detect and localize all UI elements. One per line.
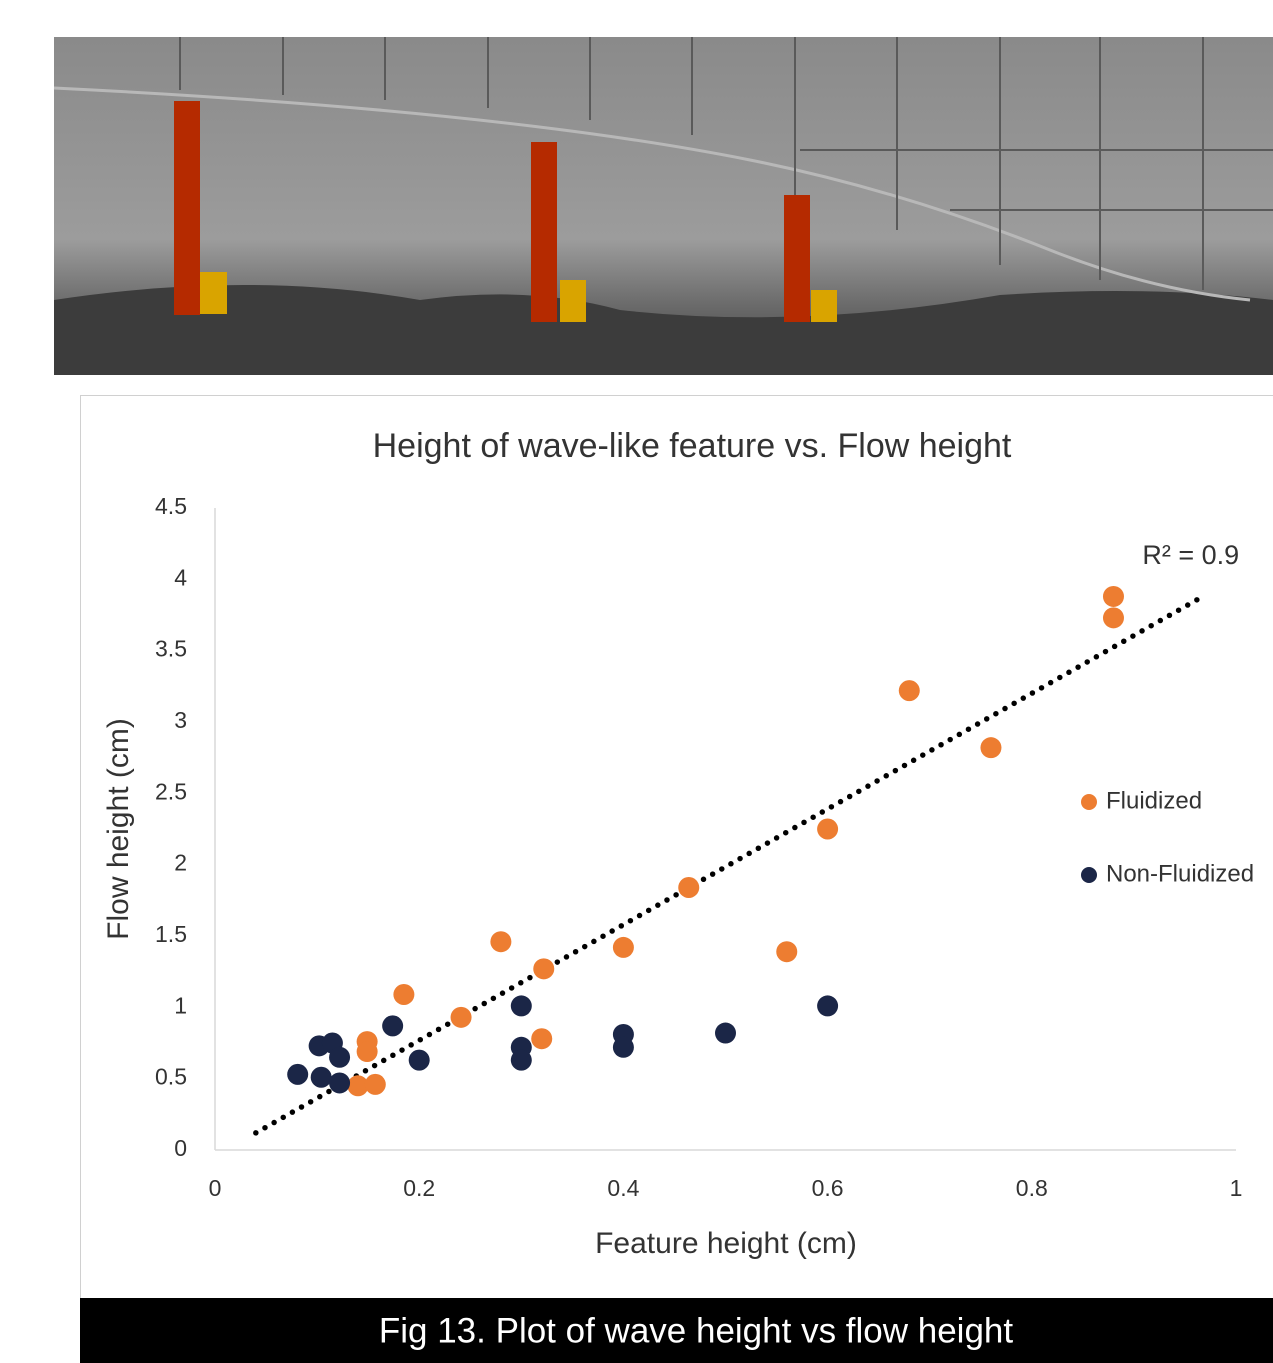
point xyxy=(310,1066,332,1088)
point xyxy=(329,1072,351,1094)
y-tick-label: 1 xyxy=(174,992,187,1018)
plot: 0 0.5 1 1.5 2 2.5 3 3.5 4 4.5 0 0.2 0.4 0.6 0.8 1 R² = 0… xyxy=(155,493,1254,1201)
flow-height-bar xyxy=(174,101,200,315)
x-tick-label: 0.2 xyxy=(403,1175,435,1201)
grid-paper xyxy=(179,37,1273,290)
y-tick-label: 4.5 xyxy=(155,493,187,519)
feature-height-bar xyxy=(560,280,586,322)
flow-height-bar xyxy=(531,142,557,322)
point xyxy=(817,818,839,840)
point xyxy=(287,1063,309,1085)
point xyxy=(776,941,798,963)
point xyxy=(612,936,634,958)
point xyxy=(364,1073,386,1095)
photo xyxy=(53,37,1273,375)
y-tick-label: 0 xyxy=(174,1135,187,1161)
y-tick-label: 3 xyxy=(174,707,187,733)
y-tick-label: 1.5 xyxy=(155,921,187,947)
point xyxy=(356,1041,378,1063)
legend-label: Non-Fluidized xyxy=(1106,860,1254,887)
point xyxy=(329,1046,351,1068)
point xyxy=(408,1049,430,1071)
x-axis-label: Feature height (cm) xyxy=(595,1227,857,1260)
y-tick-label: 0.5 xyxy=(155,1064,187,1090)
x-tick-label: 0.8 xyxy=(1016,1175,1048,1201)
trendline xyxy=(253,592,1209,1136)
point xyxy=(980,737,1002,759)
legend-marker xyxy=(1081,794,1097,810)
point xyxy=(533,958,555,980)
point xyxy=(393,983,415,1005)
point xyxy=(382,1015,404,1037)
point xyxy=(898,680,920,702)
chart-area xyxy=(80,395,1273,1299)
y-tick-label: 2.5 xyxy=(155,778,187,804)
point xyxy=(1102,585,1124,607)
sediment xyxy=(54,285,1273,375)
point xyxy=(612,1036,634,1058)
y-tick-label: 4 xyxy=(174,564,187,590)
feature-height-bar xyxy=(200,272,227,314)
x-tick-label: 0.6 xyxy=(812,1175,844,1201)
point xyxy=(715,1022,736,1044)
chart-title: Height of wave-like feature vs. Flow hei… xyxy=(373,427,1012,465)
flow-front xyxy=(53,86,1251,302)
point xyxy=(510,995,532,1017)
trendline-label: R² = 0.9 xyxy=(1142,540,1239,570)
point xyxy=(1102,607,1124,629)
point xyxy=(347,1075,369,1097)
point xyxy=(531,1028,553,1050)
point xyxy=(510,1049,532,1071)
x-tick-label: 1 xyxy=(1230,1175,1243,1201)
caption: Fig 13. Plot of wave height vs flow heig… xyxy=(379,1311,1014,1350)
legend-marker xyxy=(1081,867,1097,883)
point xyxy=(678,876,700,898)
flow-height-bar xyxy=(784,195,810,322)
feature-height-bar xyxy=(811,290,837,322)
y-tick-label: 3.5 xyxy=(155,636,187,662)
point xyxy=(817,995,839,1017)
legend-label: Fluidized xyxy=(1106,787,1202,814)
x-tick-label: 0 xyxy=(209,1175,222,1201)
y-axis-label: Flow height (cm) xyxy=(102,718,135,940)
caption-bar xyxy=(80,1298,1273,1363)
y-tick-label: 2 xyxy=(174,850,187,876)
x-tick-label: 0.4 xyxy=(607,1175,639,1201)
point xyxy=(450,1006,472,1028)
point xyxy=(490,931,512,953)
